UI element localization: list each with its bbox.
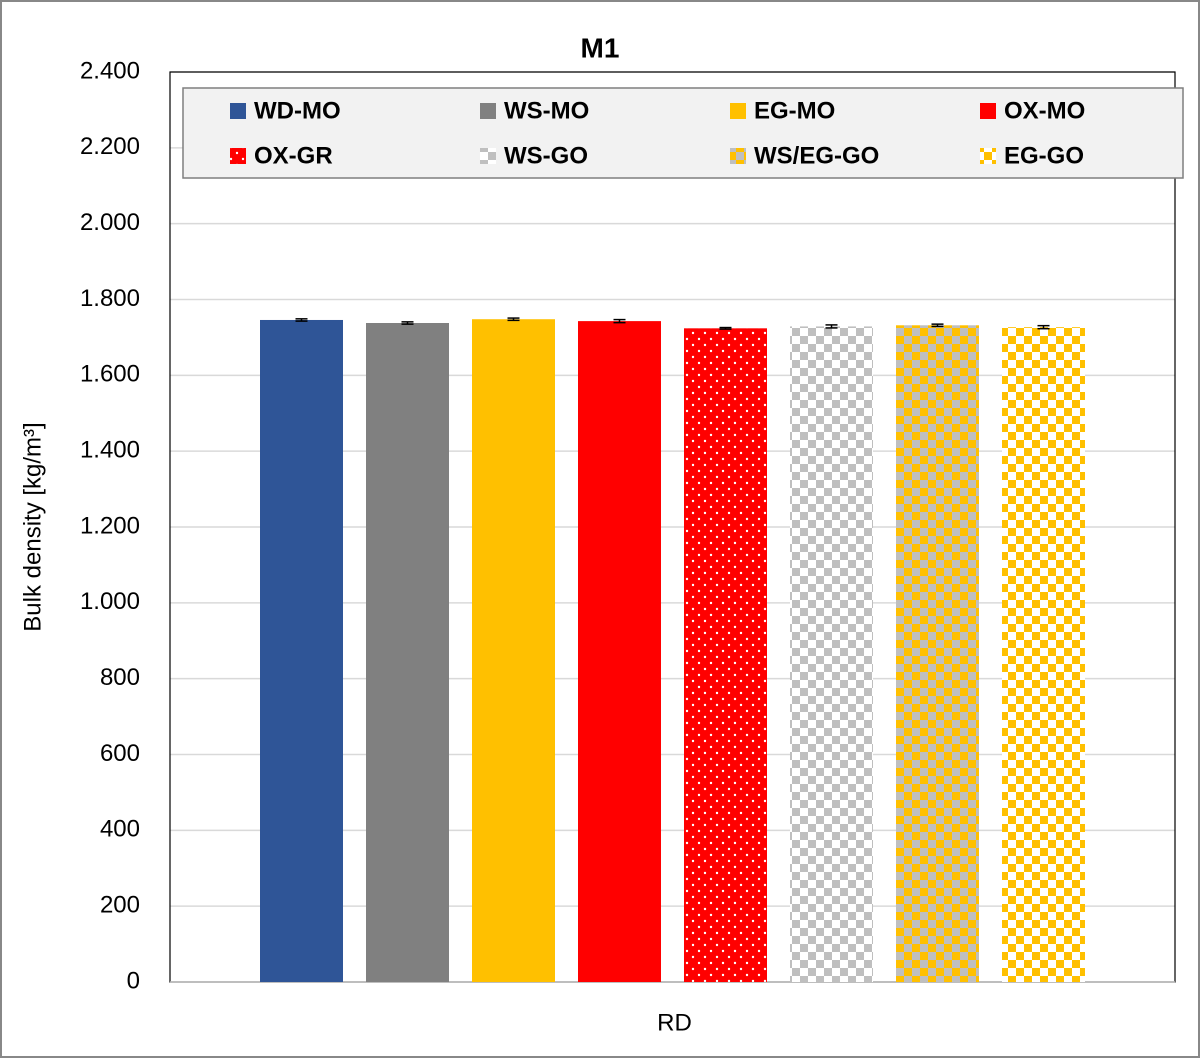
bar [1002, 327, 1085, 982]
legend-label: OX-MO [1004, 97, 1085, 124]
y-tick-label: 2.200 [80, 133, 140, 160]
error-bar [719, 326, 732, 330]
y-tick-label: 400 [100, 816, 140, 843]
error-bar [507, 317, 520, 322]
legend: WD-MO WS-MO EG-MO OX-MO OX-GR WS-GO WS/EG-GO EG… [182, 87, 1184, 179]
y-axis-label: Bulk density [kg/m³] [19, 422, 46, 631]
y-tick-label: 1.000 [80, 588, 140, 615]
error-bar [401, 321, 414, 325]
y-tick-label: 1.800 [80, 285, 140, 312]
error-bar [931, 323, 944, 328]
y-tick-label: 800 [100, 664, 140, 691]
y-tick-label: 1.400 [80, 437, 140, 464]
legend-label: WS-GO [504, 142, 588, 169]
legend-swatch [480, 103, 496, 119]
bar [896, 325, 979, 982]
legend-swatch [980, 103, 996, 119]
y-tick-label: 1.600 [80, 361, 140, 388]
legend-swatch [230, 103, 246, 119]
legend-label: WS-MO [504, 97, 589, 124]
y-tick-label: 600 [100, 740, 140, 767]
error-bar [825, 324, 838, 329]
y-tick-label: 1.200 [80, 512, 140, 539]
bar [578, 321, 661, 982]
legend-label: WD-MO [254, 97, 341, 124]
legend-swatch [480, 148, 496, 164]
x-tick-label: RD [657, 1009, 692, 1036]
y-tick-label: 0 [127, 967, 140, 994]
y-tick-label: 2.400 [80, 57, 140, 84]
bar [366, 323, 449, 983]
y-tick-label: 2.000 [80, 209, 140, 236]
legend-swatch [730, 103, 746, 119]
error-bar [295, 318, 308, 322]
legend-label: OX-GR [254, 142, 333, 169]
legend-swatch [230, 148, 246, 164]
y-tick-label: 200 [100, 892, 140, 919]
bar [472, 319, 555, 982]
bar [684, 328, 767, 983]
chart-title: M1 [581, 32, 620, 63]
legend-label: EG-GO [1004, 142, 1084, 169]
legend-label: WS/EG-GO [754, 142, 879, 169]
legend-label: EG-MO [754, 97, 835, 124]
bar [790, 326, 873, 982]
error-bar [613, 318, 626, 324]
legend-swatch [730, 148, 746, 164]
bar [260, 319, 343, 983]
error-bar [1037, 324, 1050, 330]
legend-swatch [980, 148, 996, 164]
legend-box [182, 87, 1184, 179]
